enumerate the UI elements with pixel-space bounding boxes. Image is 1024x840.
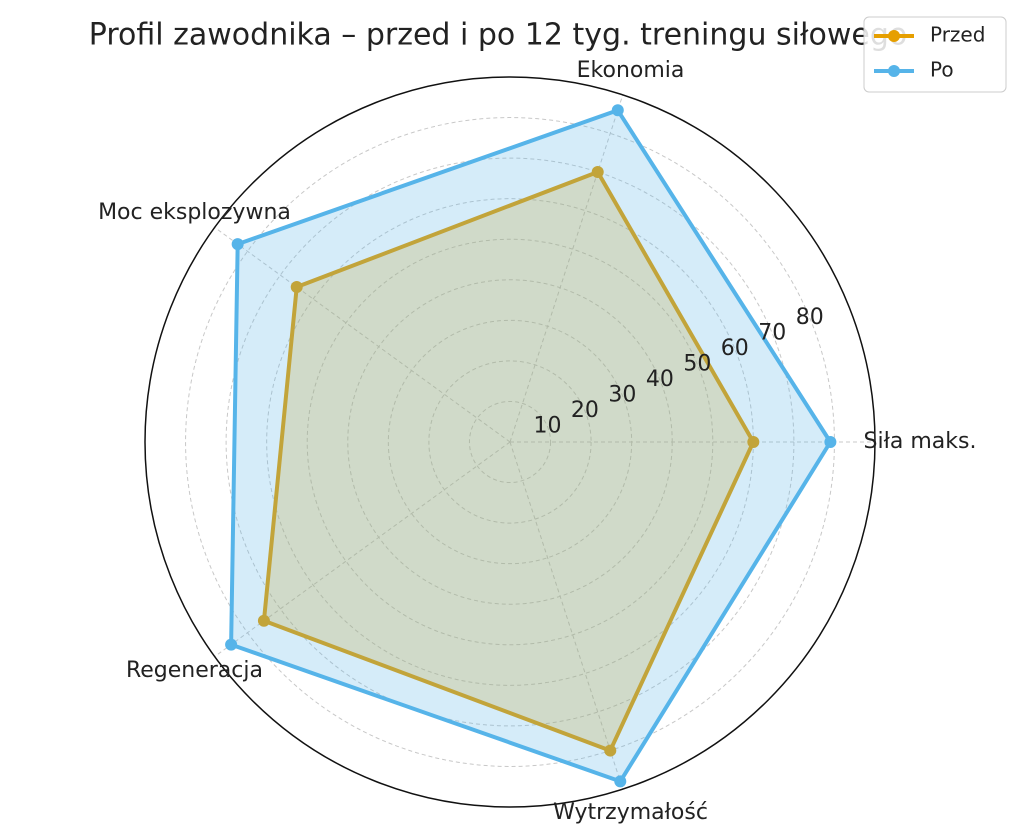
- series-point: [257, 614, 270, 627]
- series-point: [824, 436, 837, 448]
- series-point: [614, 775, 627, 788]
- grid-circle: [468, 400, 552, 484]
- r-tick-label: 70: [758, 320, 786, 345]
- series-point: [591, 166, 604, 179]
- category-label: Wytrzymałość: [553, 800, 708, 825]
- series-point: [225, 638, 238, 651]
- series-area: [263, 172, 754, 751]
- series-line: [261, 170, 756, 753]
- category-label: Moc eksplozywna: [98, 200, 291, 225]
- category-label: Ekonomia: [577, 58, 685, 83]
- r-tick-label: 50: [683, 351, 711, 376]
- series-point: [231, 238, 244, 251]
- r-tick-label: 30: [608, 382, 636, 407]
- r-tick-label: 20: [571, 398, 599, 423]
- category-label: Regeneracja: [126, 658, 263, 683]
- series-area: [231, 110, 831, 782]
- legend-marker: [888, 65, 900, 77]
- legend-label: Przed: [930, 23, 985, 47]
- spoke: [509, 94, 624, 443]
- spoke: [214, 227, 511, 443]
- series-point: [747, 436, 760, 448]
- spoke: [509, 441, 624, 790]
- series-line: [229, 108, 833, 784]
- series-point: [611, 104, 624, 117]
- r-tick-label: 60: [721, 336, 749, 361]
- outer-circle: [144, 76, 876, 808]
- series-point: [290, 281, 303, 294]
- chart-title: Profil zawodnika – przed i po 12 tyg. tr…: [89, 18, 907, 53]
- r-tick-label: 40: [646, 367, 674, 392]
- grid-circle: [428, 360, 592, 524]
- series-point: [604, 744, 617, 757]
- r-tick-label: 80: [796, 305, 824, 330]
- legend: Przed Po: [863, 16, 1007, 93]
- legend-label: Po: [930, 58, 954, 82]
- grid-circle: [306, 238, 714, 646]
- legend-marker: [888, 30, 900, 42]
- category-label: Siła maks.: [864, 429, 977, 454]
- r-tick-label: 10: [533, 413, 561, 438]
